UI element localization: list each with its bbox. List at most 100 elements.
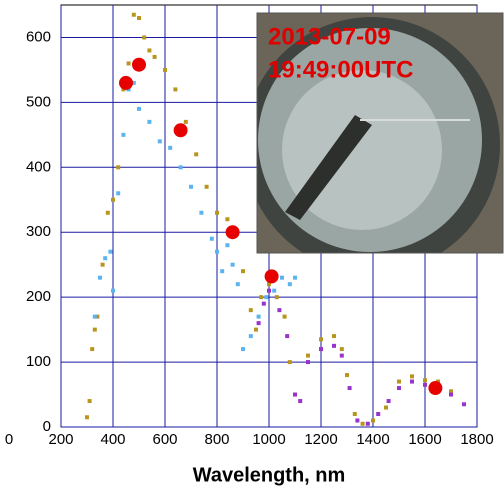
photo-rod <box>285 115 372 220</box>
point <box>87 399 92 404</box>
point <box>108 249 113 254</box>
point <box>267 282 271 287</box>
point <box>347 386 352 391</box>
point <box>90 347 95 352</box>
point <box>397 379 401 384</box>
x-tick-label: 600 <box>152 431 177 448</box>
y-tick-label: 200 <box>26 288 51 305</box>
point <box>287 282 292 287</box>
photo-frame <box>256 12 504 254</box>
y-tick-label: 600 <box>26 28 51 45</box>
point <box>209 236 214 241</box>
point <box>339 347 344 352</box>
point <box>220 269 225 274</box>
x-tick-label: 200 <box>48 431 73 448</box>
point <box>397 386 401 391</box>
point <box>131 80 136 85</box>
point <box>267 288 271 293</box>
point <box>264 269 279 284</box>
point <box>449 392 453 397</box>
point <box>173 123 188 138</box>
point <box>157 139 162 144</box>
point <box>230 262 235 267</box>
point <box>173 87 178 92</box>
x-tick-label: 1800 <box>460 431 493 448</box>
point <box>462 402 466 407</box>
point <box>355 418 360 423</box>
point <box>100 262 105 267</box>
point <box>147 48 152 53</box>
point <box>119 75 133 90</box>
point <box>105 210 110 215</box>
y-tick-label: 0 <box>43 418 51 435</box>
point <box>111 197 115 202</box>
point <box>298 399 303 404</box>
point <box>293 275 297 280</box>
point <box>85 415 89 420</box>
y-tick-label: 100 <box>26 353 51 370</box>
point <box>241 347 245 352</box>
timestamp: 19:49:00UTC <box>268 56 413 83</box>
x-tick-label: 400 <box>100 431 125 448</box>
point <box>272 288 277 293</box>
inset-photo <box>257 13 503 253</box>
point <box>360 421 365 426</box>
point <box>178 165 183 170</box>
x-tick-label: 1200 <box>304 431 337 448</box>
point <box>371 418 375 423</box>
point <box>274 295 279 300</box>
point <box>137 15 141 20</box>
point <box>423 382 427 387</box>
point <box>95 314 100 319</box>
point <box>277 308 282 313</box>
point <box>248 334 253 339</box>
point <box>152 54 157 59</box>
x-axis-title: Wavelength, nm <box>193 464 346 486</box>
point <box>285 334 290 339</box>
point <box>261 301 266 306</box>
point <box>235 282 240 287</box>
point <box>256 314 261 319</box>
point <box>319 347 323 352</box>
point <box>204 184 209 189</box>
point <box>339 353 344 358</box>
point <box>225 217 230 222</box>
point <box>332 343 336 348</box>
point <box>282 314 287 319</box>
y-tick-label: 500 <box>26 93 51 110</box>
point <box>410 374 414 379</box>
x-tick-label: 0 <box>5 431 13 448</box>
point <box>254 327 258 332</box>
point <box>215 249 219 254</box>
point <box>365 421 370 426</box>
point <box>194 152 199 157</box>
point <box>163 67 167 72</box>
point <box>293 392 297 397</box>
point <box>248 308 253 313</box>
point <box>259 295 264 300</box>
point <box>183 119 188 124</box>
point <box>215 210 219 215</box>
point <box>92 314 97 319</box>
point <box>199 210 204 215</box>
x-tick-label: 1400 <box>356 431 389 448</box>
point <box>423 378 427 383</box>
point <box>98 275 102 280</box>
point <box>132 57 146 72</box>
point <box>280 275 284 280</box>
point <box>384 405 388 410</box>
point <box>352 412 357 417</box>
point <box>241 269 245 274</box>
point <box>147 119 152 124</box>
x-tick-label: 1600 <box>408 431 441 448</box>
point <box>111 288 115 293</box>
y-tick-label: 400 <box>26 158 51 175</box>
point <box>306 353 310 358</box>
point <box>287 360 292 365</box>
point <box>121 132 126 137</box>
point <box>116 191 121 196</box>
point <box>345 373 349 378</box>
point <box>142 35 147 40</box>
point <box>116 165 121 170</box>
